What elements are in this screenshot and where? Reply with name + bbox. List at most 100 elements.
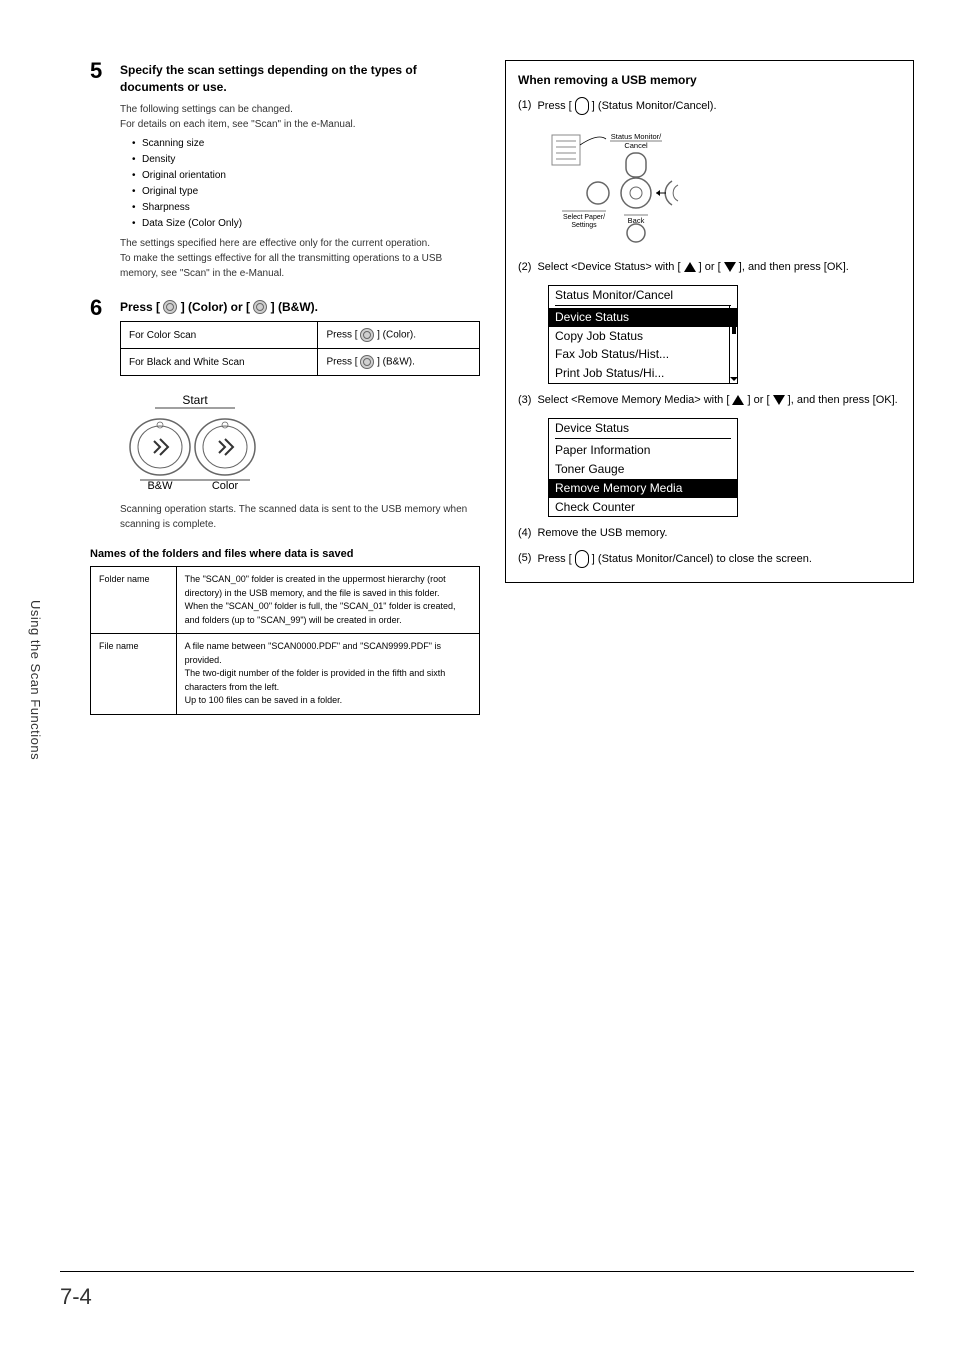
svg-text:Status Monitor/: Status Monitor/	[611, 132, 662, 141]
step-num: (1)	[518, 97, 531, 114]
sidebar-tab: Using the Scan Functions	[28, 600, 43, 760]
svg-text:Select Paper/: Select Paper/	[563, 214, 605, 221]
up-arrow-icon	[684, 262, 696, 272]
cell-text: Press [	[326, 357, 360, 368]
device-panel-illustration: Status Monitor/ Cancel	[548, 125, 901, 251]
step-6-content: Press [ ] (Color) or [ ] (B&W). For Colo…	[120, 297, 480, 533]
text: Press [	[537, 100, 574, 112]
text: ] (Status Monitor/Cancel) to close the s…	[589, 553, 812, 565]
start-label: Start	[182, 393, 208, 407]
heading-text: ] (B&W).	[267, 300, 318, 314]
step-5-line1: The following settings can be changed.	[120, 102, 480, 117]
page-content: 5 Specify the scan settings depending on…	[0, 0, 954, 715]
text: ] (Status Monitor/Cancel).	[589, 100, 717, 112]
list-item: Data Size (Color Only)	[132, 216, 480, 232]
scan-mode-table: For Color Scan Press [ ] (Color). For Bl…	[120, 321, 480, 376]
lcd-row: Copy Job Status	[549, 327, 737, 346]
step-text: Press [ ] (Status Monitor/Cancel) to clo…	[537, 550, 901, 568]
color-start-icon	[360, 328, 374, 342]
right-step-1: (1) Press [ ] (Status Monitor/Cancel).	[518, 97, 901, 115]
list-item: Scanning size	[132, 136, 480, 152]
step-5: 5 Specify the scan settings depending on…	[90, 60, 480, 281]
status-monitor-button-icon	[575, 550, 589, 568]
underline	[555, 305, 731, 306]
table-cell: For Black and White Scan	[121, 349, 318, 376]
step-num: (3)	[518, 392, 531, 409]
text: ] or [	[744, 394, 772, 406]
text: ], and then press [OK].	[736, 261, 849, 273]
step-5-heading: Specify the scan settings depending on t…	[120, 62, 480, 96]
step-5-line4: To make the settings effective for all t…	[120, 251, 480, 281]
step-6-after-text: Scanning operation starts. The scanned d…	[120, 502, 480, 532]
step-num: (5)	[518, 550, 531, 567]
table-row: For Color Scan Press [ ] (Color).	[121, 322, 480, 349]
step-5-line2: For details on each item, see "Scan" in …	[120, 117, 480, 132]
step-text: Press [ ] (Status Monitor/Cancel).	[537, 97, 901, 115]
lcd-row: Toner Gauge	[549, 460, 737, 479]
table-cell-label: Folder name	[91, 567, 177, 634]
text: Press [	[537, 553, 574, 565]
step-number-5: 5	[90, 60, 110, 82]
footer-rule	[60, 1271, 914, 1272]
list-item: Original orientation	[132, 168, 480, 184]
list-item: Original type	[132, 184, 480, 200]
lcd-title: Status Monitor/Cancel	[549, 286, 737, 305]
right-column: When removing a USB memory (1) Press [ ]…	[505, 60, 914, 715]
cell-text: Press [	[326, 330, 360, 341]
down-arrow-icon	[724, 262, 736, 272]
list-item: Sharpness	[132, 200, 480, 216]
cell-text: ] (B&W).	[374, 357, 415, 368]
lcd-row: Fax Job Status/Hist...	[549, 345, 737, 364]
heading-text: ] (Color) or [	[177, 300, 253, 314]
lcd-row: Remove Memory Media	[549, 479, 737, 498]
right-step-2: (2) Select <Device Status> with [ ] or […	[518, 259, 901, 276]
right-step-4: (4) Remove the USB memory.	[518, 525, 901, 542]
step-num: (2)	[518, 259, 531, 276]
bw-start-icon	[360, 355, 374, 369]
lcd-scrollbar	[729, 306, 737, 383]
step-6: 6 Press [ ] (Color) or [ ] (B&W). For Co…	[90, 297, 480, 533]
heading-text: Press [	[120, 300, 163, 314]
table-row: For Black and White Scan Press [ ] (B&W)…	[121, 349, 480, 376]
svg-text:Cancel: Cancel	[624, 141, 648, 150]
up-arrow-icon	[732, 395, 744, 405]
lcd-row: Print Job Status/Hi...	[549, 364, 737, 383]
table-cell-text: A file name between "SCAN0000.PDF" and "…	[176, 634, 479, 715]
step-5-bullets: Scanning size Density Original orientati…	[120, 136, 480, 232]
svg-text:Settings: Settings	[571, 222, 597, 229]
lcd-screen-2: Device Status Paper Information Toner Ga…	[548, 418, 738, 517]
color-start-icon	[163, 300, 177, 314]
step-number-6: 6	[90, 297, 110, 319]
table-cell-text: The "SCAN_00" folder is created in the u…	[176, 567, 479, 634]
text: Select <Remove Memory Media> with [	[537, 394, 732, 406]
right-step-5: (5) Press [ ] (Status Monitor/Cancel) to…	[518, 550, 901, 568]
down-arrow-icon	[773, 395, 785, 405]
cell-text: ] (Color).	[374, 330, 416, 341]
lcd-row: Device Status	[549, 308, 737, 327]
table-row: File name A file name between "SCAN0000.…	[91, 634, 480, 715]
step-num: (4)	[518, 525, 531, 542]
names-heading: Names of the folders and files where dat…	[90, 548, 480, 560]
lcd-row: Paper Information	[549, 441, 737, 460]
usb-box-heading: When removing a USB memory	[518, 71, 901, 89]
text: ], and then press [OK].	[785, 394, 898, 406]
text: ] or [	[696, 261, 724, 273]
svg-text:B&W: B&W	[147, 480, 173, 492]
lcd-row: Check Counter	[549, 498, 737, 517]
step-5-line3: The settings specified here are effectiv…	[120, 236, 480, 251]
folder-file-table: Folder name The "SCAN_00" folder is crea…	[90, 566, 480, 715]
text: Select <Device Status> with [	[537, 261, 683, 273]
left-column: 5 Specify the scan settings depending on…	[90, 60, 480, 715]
start-button-illustration: Start B&W Color	[120, 392, 480, 492]
step-text: Select <Remove Memory Media> with [ ] or…	[537, 392, 901, 409]
step-text: Select <Device Status> with [ ] or [ ], …	[537, 259, 901, 276]
usb-remove-box: When removing a USB memory (1) Press [ ]…	[505, 60, 914, 583]
table-cell-label: File name	[91, 634, 177, 715]
svg-text:Color: Color	[212, 480, 239, 492]
status-monitor-button-icon	[575, 97, 589, 115]
step-text: Remove the USB memory.	[537, 525, 901, 542]
step-6-heading: Press [ ] (Color) or [ ] (B&W).	[120, 299, 480, 316]
table-cell: For Color Scan	[121, 322, 318, 349]
lcd-title: Device Status	[549, 419, 737, 438]
bw-start-icon	[253, 300, 267, 314]
